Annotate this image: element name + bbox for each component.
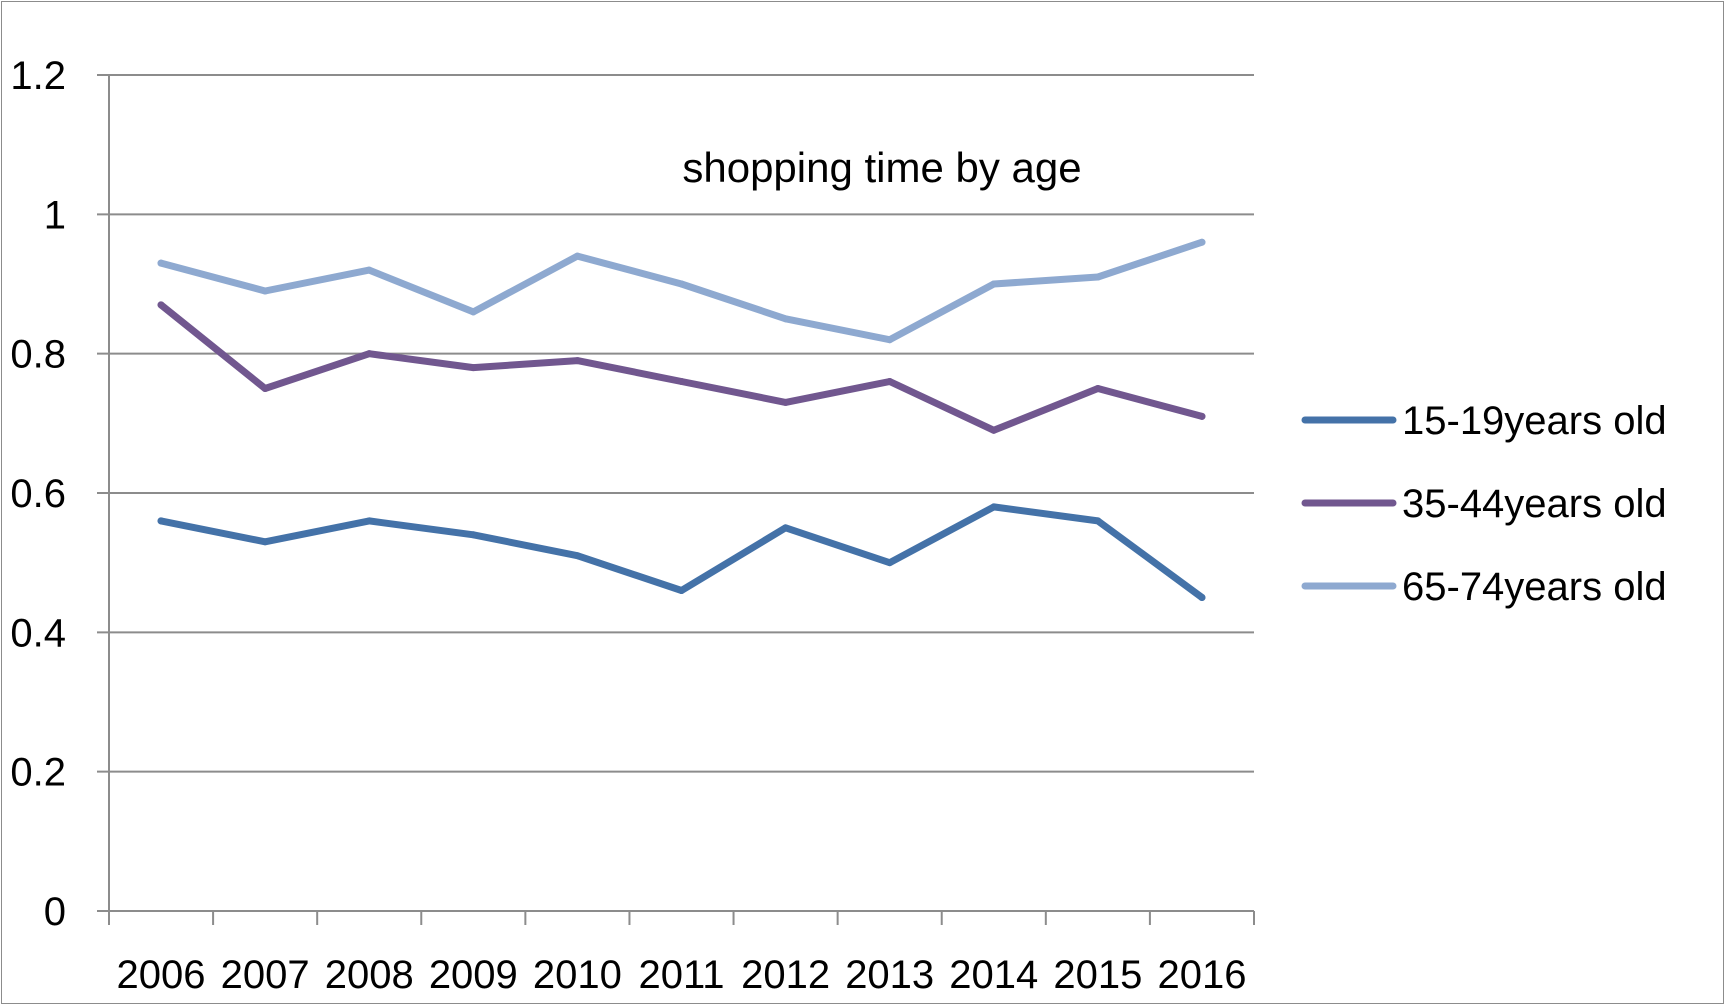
data-point-0-2007 <box>261 538 269 546</box>
y-tick-label-1: 0.2 <box>10 751 66 795</box>
series-line-0 <box>157 503 1206 601</box>
data-point-0-2014 <box>990 503 998 511</box>
data-point-2-2009 <box>469 308 477 316</box>
x-tick-label-2013: 2013 <box>845 953 934 997</box>
x-tick-label-2006: 2006 <box>117 953 206 997</box>
data-point-2-2013 <box>886 336 894 344</box>
data-point-1-2010 <box>573 357 581 365</box>
axes <box>97 75 1255 925</box>
data-point-0-2012 <box>782 524 790 532</box>
data-point-2-2015 <box>1094 273 1102 281</box>
data-point-2-2016 <box>1198 238 1206 246</box>
data-point-2-2008 <box>365 266 373 274</box>
data-point-0-2015 <box>1094 517 1102 525</box>
data-point-0-2008 <box>365 517 373 525</box>
data-point-0-2016 <box>1198 594 1206 601</box>
data-point-0-2009 <box>469 531 477 539</box>
data-point-1-2013 <box>886 378 894 386</box>
data-point-0-2006 <box>157 517 165 525</box>
y-tick-label-2: 0.4 <box>10 611 66 655</box>
legend-label-0: 15-19years old <box>1402 399 1667 443</box>
data-point-1-2012 <box>782 398 790 406</box>
data-point-1-2011 <box>678 378 685 386</box>
x-tick-label-2009: 2009 <box>429 953 518 997</box>
data-point-0-2013 <box>886 559 894 567</box>
data-point-1-2007 <box>261 385 269 392</box>
data-point-1-2014 <box>990 426 998 434</box>
series-line-2 <box>157 238 1206 344</box>
chart-title: shopping time by age <box>682 144 1081 191</box>
y-tick-label-3: 0.6 <box>10 472 66 516</box>
data-point-1-2016 <box>1198 412 1206 420</box>
data-point-2-2010 <box>573 252 581 260</box>
y-tick-label-5: 1 <box>44 193 66 237</box>
legend-label-1: 35-44years old <box>1402 482 1667 526</box>
x-tick-label-2010: 2010 <box>533 953 622 997</box>
data-point-2-2012 <box>782 315 790 323</box>
legend: 15-19years old 35-44years old 65-74years o… <box>1301 399 1667 609</box>
y-tick-labels: 0 0.2 0.4 0.6 0.8 1 1.2 <box>10 54 66 934</box>
y-tick-label-0: 0 <box>44 890 66 934</box>
legend-label-2: 65-74years old <box>1402 565 1667 609</box>
data-point-1-2008 <box>365 350 373 358</box>
x-tick-label-2016: 2016 <box>1157 953 1246 997</box>
series-lines <box>157 238 1206 601</box>
data-point-2-2007 <box>261 287 269 295</box>
x-tick-label-2007: 2007 <box>221 953 310 997</box>
y-tick-label-4: 0.8 <box>10 333 66 377</box>
x-tick-label-2015: 2015 <box>1053 953 1142 997</box>
data-point-2-2006 <box>157 259 165 267</box>
data-point-2-2014 <box>990 280 998 288</box>
data-point-2-2011 <box>678 280 685 288</box>
x-tick-label-2008: 2008 <box>325 953 414 997</box>
x-tick-label-2011: 2011 <box>638 953 724 997</box>
x-tick-label-2012: 2012 <box>741 953 830 997</box>
data-point-1-2009 <box>469 364 477 372</box>
data-point-0-2010 <box>573 552 581 560</box>
data-point-0-2011 <box>678 587 685 595</box>
y-tick-label-6: 1.2 <box>10 54 66 98</box>
series-line-1 <box>157 301 1206 434</box>
gridlines <box>97 74 1254 773</box>
data-point-1-2006 <box>157 301 165 309</box>
x-tick-label-2014: 2014 <box>949 953 1038 997</box>
data-point-1-2015 <box>1094 385 1102 392</box>
x-tick-labels: 2006 2007 2008 2009 2010 2011 2012 2013 2014 2015… <box>117 953 1247 997</box>
